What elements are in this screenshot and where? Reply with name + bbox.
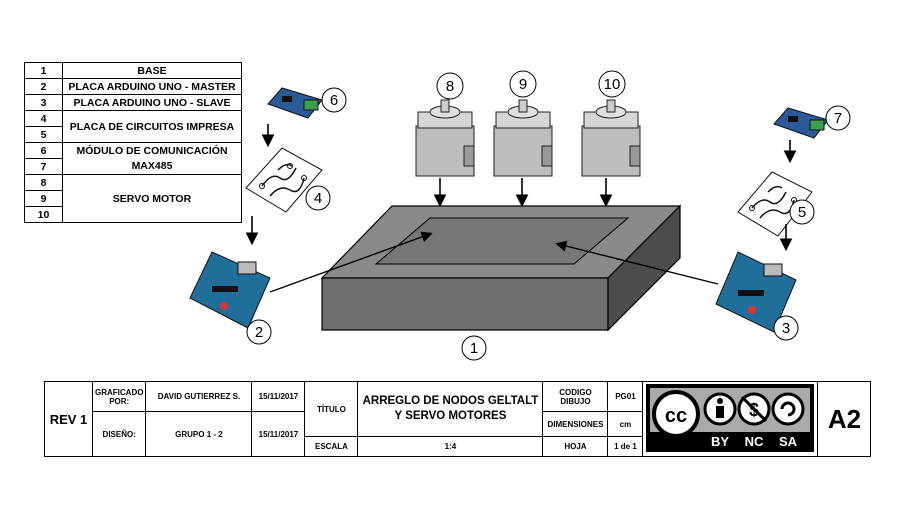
hoja-value: 1 de 1	[607, 436, 644, 457]
legend-row: 1 BASE	[24, 62, 242, 79]
arduino-arrows	[269, 231, 719, 293]
legend-row: 8 SERVO MOTOR	[24, 174, 242, 223]
motor-arrows	[433, 178, 613, 208]
base-box	[320, 204, 682, 332]
label-text: 9	[519, 76, 527, 93]
label-text: 5	[798, 204, 806, 221]
label-text: 4	[314, 190, 322, 207]
table-cell: 8	[24, 174, 63, 191]
legend-row: 10	[24, 206, 242, 223]
servo-motor-9	[493, 99, 553, 177]
codigo-value: PG01	[607, 381, 644, 412]
table-cell: 1	[24, 62, 63, 79]
title-block: REV 1 GRAFICADO POR: DAVID GUTIERREZ S. …	[44, 381, 872, 457]
table-cell: 2	[24, 78, 63, 95]
arduino-master	[189, 251, 271, 329]
max485-module-right	[773, 107, 829, 139]
callout-8: 8	[436, 72, 464, 100]
module-arrows	[245, 124, 797, 252]
table-cell: 9	[24, 190, 63, 207]
diseno-label: DISEÑO:	[91, 411, 147, 457]
license-badge: cc $ BY NC SA	[642, 381, 819, 457]
pcb-left	[245, 147, 323, 213]
label-text: 10	[604, 76, 621, 93]
arduino-slave	[715, 251, 797, 333]
label-text: 1	[470, 340, 478, 357]
callouts: 1 2 3 4 5 6 7 8 9 10	[246, 70, 851, 361]
label-text: 7	[834, 110, 842, 127]
label-text: 2	[255, 324, 263, 341]
table-cell: 3	[24, 94, 63, 111]
dimensiones-value: cm	[607, 411, 644, 437]
graficado-label: GRAFICADO POR:	[91, 381, 147, 412]
parts-legend: 1 BASE 2 PLACA ARDUINO UNO - MASTER 3 PLACA…	[24, 62, 242, 223]
servo-motor-10	[581, 99, 641, 177]
graficado-date: 15/11/2017	[251, 381, 306, 412]
table-cell: 10	[24, 206, 63, 223]
callout-10: 10	[598, 70, 626, 98]
label-text: 3	[782, 320, 790, 337]
svg-text:cc: cc	[665, 405, 687, 427]
label-text: 6	[330, 92, 338, 109]
table-cell: 6	[24, 142, 63, 159]
callout-5: 5	[789, 199, 815, 225]
table-cell: 5	[24, 126, 63, 143]
callout-9: 9	[509, 70, 537, 98]
legend-row: 6 MÓDULO DE COMUNICACIÓN	[24, 142, 242, 159]
escala-label: ESCALA	[304, 436, 359, 457]
table-cell: PLACA ARDUINO UNO - SLAVE	[62, 94, 242, 111]
label-text: 8	[446, 78, 454, 95]
callout-3: 3	[773, 315, 799, 341]
callout-2: 2	[246, 319, 272, 345]
escala-value: 1:4	[357, 436, 544, 457]
callout-7: 7	[825, 105, 851, 131]
graficado-value: DAVID GUTIERREZ S.	[145, 381, 253, 412]
cc-license-icon: cc $ BY NC SA	[646, 384, 815, 452]
legend-row: 3 PLACA ARDUINO UNO - SLAVE	[24, 94, 242, 111]
legend-row: 7 MAX485	[24, 158, 242, 175]
svg-text:BY: BY	[711, 434, 729, 449]
revision: REV 1	[44, 381, 93, 457]
codigo-label: CODIGO DIBUJO	[542, 381, 609, 412]
legend-row: 2 PLACA ARDUINO UNO - MASTER	[24, 78, 242, 95]
table-cell: 4	[24, 110, 63, 127]
sheet-size: A2	[817, 381, 872, 457]
diseno-date: 15/11/2017	[251, 411, 306, 457]
table-cell: PLACA ARDUINO UNO - MASTER	[62, 78, 242, 95]
svg-text:NC: NC	[745, 434, 764, 449]
table-cell: SERVO MOTOR	[62, 174, 242, 223]
callout-6: 6	[321, 87, 347, 113]
diseno-value: GRUPO 1 - 2	[145, 411, 253, 457]
table-cell: 7	[24, 158, 63, 175]
table-cell: PLACA DE CIRCUITOS IMPRESA	[62, 110, 242, 143]
titulo-label: TÍTULO	[304, 381, 359, 437]
max485-module-left	[267, 87, 323, 119]
hoja-label: HOJA	[542, 436, 609, 457]
pcb-right	[737, 171, 813, 237]
titulo-value: ARREGLO DE NODOS GELTALT Y SERVO MOTORES	[357, 381, 544, 437]
table-cell: BASE	[62, 62, 242, 79]
legend-row: 4 PLACA DE CIRCUITOS IMPRESA	[24, 110, 242, 143]
table-cell: MÓDULO DE COMUNICACIÓN	[62, 142, 242, 159]
svg-text:SA: SA	[779, 434, 798, 449]
table-cell: MAX485	[62, 158, 242, 175]
servo-motor-8	[415, 99, 475, 177]
callout-4: 4	[305, 185, 331, 211]
dimensiones-label: DIMENSIONES	[542, 411, 609, 437]
callout-1: 1	[461, 335, 487, 361]
